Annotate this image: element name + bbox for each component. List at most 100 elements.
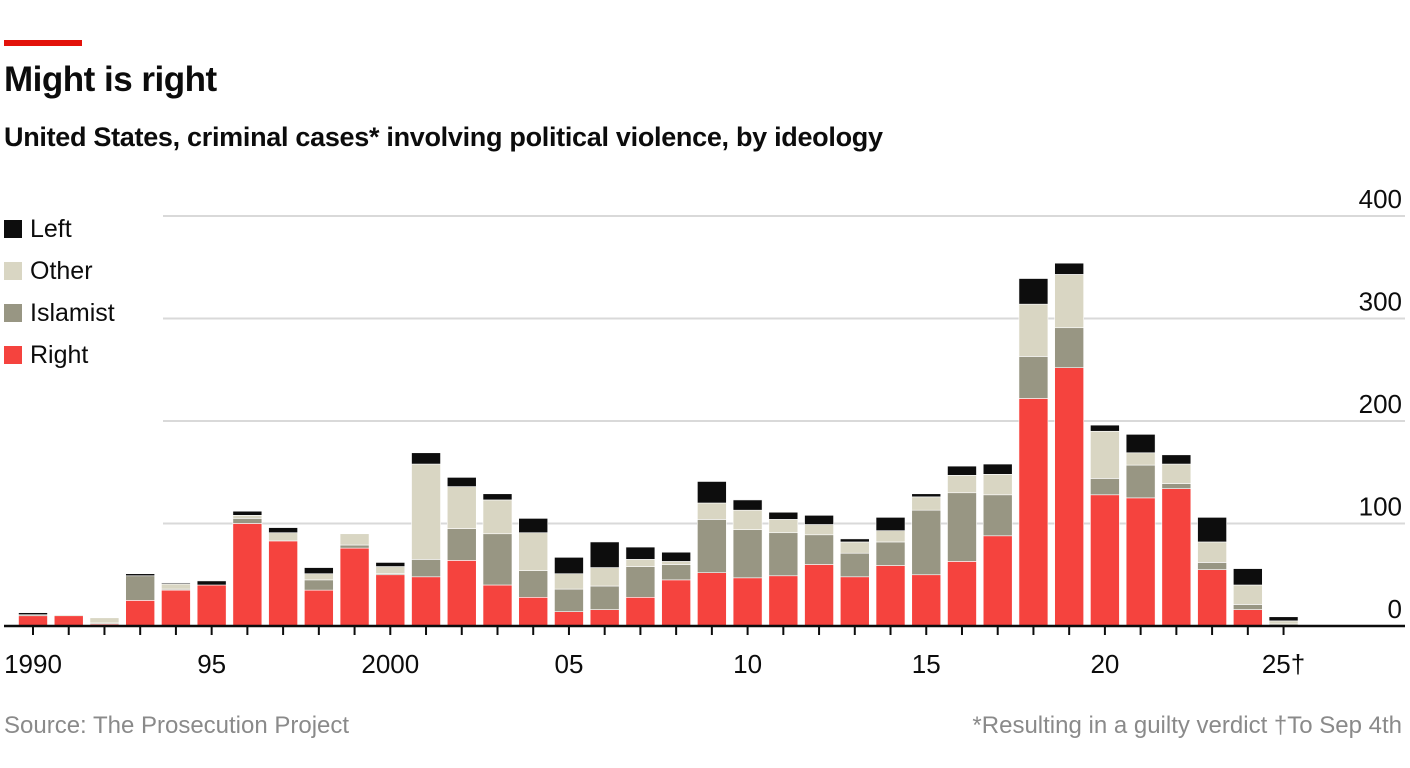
bar-segment-right	[768, 575, 799, 627]
bar-segment-right	[982, 535, 1013, 627]
bar-segment-other	[947, 475, 977, 494]
bar-segment-left	[411, 452, 441, 465]
bar-segment-right	[911, 574, 942, 627]
bar-segment-other	[482, 499, 513, 535]
bar-segment-other	[982, 473, 1013, 496]
bar-segment-other	[1090, 430, 1120, 479]
bar-segment-islamist	[625, 566, 656, 598]
bar-segment-left	[625, 546, 656, 560]
bar-segment-islamist	[697, 519, 727, 574]
bar-segment-left	[911, 493, 942, 498]
bar-segment-islamist	[411, 559, 441, 578]
bar-segment-right	[339, 547, 370, 627]
bar-segment-right	[1125, 497, 1156, 627]
bar-segment-other	[232, 514, 263, 519]
bar-segment-islamist	[339, 544, 370, 549]
y-tick-label: 300	[1359, 287, 1402, 317]
bar-segment-other	[1233, 584, 1263, 605]
bar-segment-islamist	[1233, 604, 1263, 610]
bar-segment-left	[697, 481, 727, 504]
bar-segment-left	[268, 527, 298, 534]
bar-segment-islamist	[518, 570, 549, 598]
bar-segment-other	[1161, 463, 1192, 484]
bar-segment-left	[1233, 568, 1263, 586]
bar-segment-islamist	[1054, 327, 1084, 369]
bar-segment-left	[804, 514, 834, 525]
bar-segment-islamist	[125, 575, 155, 601]
y-tick-label: 100	[1359, 492, 1402, 522]
bar-segment-right	[196, 584, 227, 627]
bar-segment-other	[839, 541, 870, 554]
y-tick-label: 200	[1359, 389, 1402, 419]
bar-segment-other	[339, 533, 370, 546]
x-tick-label: 05	[554, 649, 583, 679]
bar-segment-other	[411, 463, 441, 560]
legend-item-right: Right	[4, 334, 115, 376]
bar-segment-right	[732, 577, 763, 627]
bar-segment-right	[1090, 494, 1120, 627]
bar-segment-other	[518, 532, 549, 571]
bar-segment-left	[446, 477, 477, 487]
bar-segment-right	[1197, 569, 1227, 627]
bar-segment-left	[518, 518, 549, 534]
bar-segment-other	[768, 519, 799, 534]
x-tick-label: 20	[1090, 649, 1119, 679]
bar-segment-right	[839, 576, 870, 627]
bar-segment-islamist	[947, 492, 977, 562]
bar-segment-left	[304, 567, 334, 575]
bar-segment-other	[161, 583, 191, 590]
legend-label: Other	[30, 256, 93, 285]
bar-segment-other	[304, 573, 334, 581]
bar-segment-other	[625, 559, 656, 567]
legend-swatch-other	[4, 262, 22, 280]
bar-segment-left	[1268, 616, 1299, 622]
bar-segment-left	[482, 493, 513, 501]
bar-segment-left	[661, 551, 691, 562]
bar-segment-islamist	[1018, 356, 1049, 399]
x-tick-label: 95	[197, 649, 226, 679]
chart-title: Might is right	[4, 60, 217, 99]
bar-segment-other	[697, 502, 727, 520]
bar-segment-islamist	[804, 534, 834, 565]
legend-item-islamist: Islamist	[4, 292, 115, 334]
bar-segment-left	[1125, 434, 1156, 454]
bar-segment-left	[554, 557, 584, 575]
chart-subtitle: United States, criminal cases* involving…	[4, 122, 883, 152]
x-tick-label: 10	[733, 649, 762, 679]
bar-segment-left	[161, 582, 191, 585]
x-tick-label: 2000	[361, 649, 419, 679]
bar-segment-other	[446, 486, 477, 529]
bar-segment-left	[18, 612, 48, 616]
bar-segment-other	[1197, 541, 1227, 563]
bar-segment-right	[1233, 609, 1263, 627]
legend-swatch-right	[4, 346, 22, 364]
bar-segment-right	[268, 540, 298, 627]
bar-segment-islamist	[1161, 483, 1192, 489]
bar-segment-right	[161, 589, 191, 627]
bar-segment-other	[53, 614, 84, 617]
bar-segment-left	[1090, 424, 1120, 432]
bar-segment-islamist	[554, 588, 584, 612]
y-tick-label: 0	[1388, 594, 1402, 624]
bar-segment-islamist	[661, 564, 691, 581]
bar-segment-right	[697, 572, 727, 627]
bar-segment-right	[554, 611, 584, 627]
bar-segment-islamist	[482, 533, 513, 586]
bar-segment-right	[375, 574, 406, 627]
bar-segment-right	[53, 615, 84, 627]
bar-segment-left	[232, 510, 263, 516]
bar-segment-right	[947, 561, 977, 627]
bar-segment-right	[804, 564, 834, 627]
bar-segment-left	[768, 511, 799, 520]
legend-label: Right	[30, 340, 89, 369]
source-note: Source: The Prosecution Project	[4, 712, 350, 739]
bar-segment-islamist	[446, 528, 477, 561]
bar-segment-islamist	[839, 552, 870, 578]
bar-segment-islamist	[911, 509, 942, 576]
bar-segment-islamist	[304, 579, 334, 591]
legend: Left Other Islamist Right	[4, 208, 115, 376]
bar-segment-left	[947, 465, 977, 476]
bar-segment-left	[1054, 262, 1084, 275]
bar-segment-left	[875, 517, 906, 531]
